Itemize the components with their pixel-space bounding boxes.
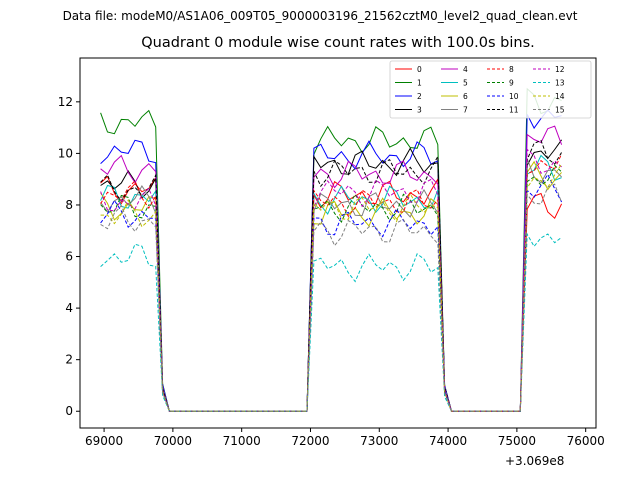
legend-label: 5 xyxy=(463,79,468,88)
y-tick-label: 12 xyxy=(58,95,73,109)
chart-title: Quadrant 0 module wise count rates with … xyxy=(141,35,535,51)
legend-label: 0 xyxy=(417,65,422,74)
figure-suptitle: Data file: modeM0/AS1A06_009T05_90000031… xyxy=(62,9,578,23)
y-axis: 0 2 4 6 8 10 12 xyxy=(58,95,80,418)
x-axis-offset-label: +3.069e8 xyxy=(505,454,565,468)
series-line-10 xyxy=(100,173,563,412)
legend-box xyxy=(389,60,592,119)
x-tick-label: 75000 xyxy=(498,434,536,448)
x-tick-label: 74000 xyxy=(429,434,467,448)
legend-label: 2 xyxy=(417,92,422,101)
x-tick-label: 72000 xyxy=(291,434,329,448)
legend-label: 15 xyxy=(555,106,565,115)
plot-area xyxy=(100,87,563,412)
legend-label: 10 xyxy=(509,92,519,101)
series-line-13 xyxy=(100,232,562,412)
series-line-12 xyxy=(100,148,562,412)
legend-label: 6 xyxy=(463,92,468,101)
legend-label: 11 xyxy=(509,106,519,115)
x-tick-label: 70000 xyxy=(154,434,192,448)
legend-label: 13 xyxy=(555,79,565,88)
legend-label: 14 xyxy=(555,92,565,101)
x-axis: 69000 70000 71000 72000 73000 74000 75000 76000 xyxy=(85,428,605,448)
y-tick-label: 4 xyxy=(65,301,73,315)
x-tick-label: 69000 xyxy=(85,434,123,448)
series-line-4 xyxy=(100,125,563,412)
series-line-15 xyxy=(100,183,563,412)
x-tick-label: 76000 xyxy=(567,434,605,448)
x-tick-label: 73000 xyxy=(360,434,398,448)
legend-label: 4 xyxy=(463,65,468,74)
y-tick-label: 0 xyxy=(65,404,73,418)
legend-label: 3 xyxy=(417,106,422,115)
legend-label: 8 xyxy=(509,65,514,74)
y-tick-label: 8 xyxy=(65,198,73,212)
y-tick-label: 10 xyxy=(58,146,73,160)
series-line-7 xyxy=(100,158,562,412)
axes-frame xyxy=(79,57,597,429)
y-tick-label: 2 xyxy=(65,353,73,367)
series-line-0 xyxy=(100,175,563,412)
x-tick-label: 71000 xyxy=(223,434,261,448)
legend-label: 9 xyxy=(509,79,514,88)
series-line-6 xyxy=(100,160,562,412)
y-tick-label: 6 xyxy=(65,250,73,264)
series-line-8 xyxy=(100,153,563,412)
series-line-5 xyxy=(100,154,562,412)
legend-label: 12 xyxy=(555,65,565,74)
series-line-2 xyxy=(100,109,562,412)
series-line-1 xyxy=(100,87,562,412)
legend-label: 7 xyxy=(463,106,468,115)
legend-label: 1 xyxy=(417,79,422,88)
